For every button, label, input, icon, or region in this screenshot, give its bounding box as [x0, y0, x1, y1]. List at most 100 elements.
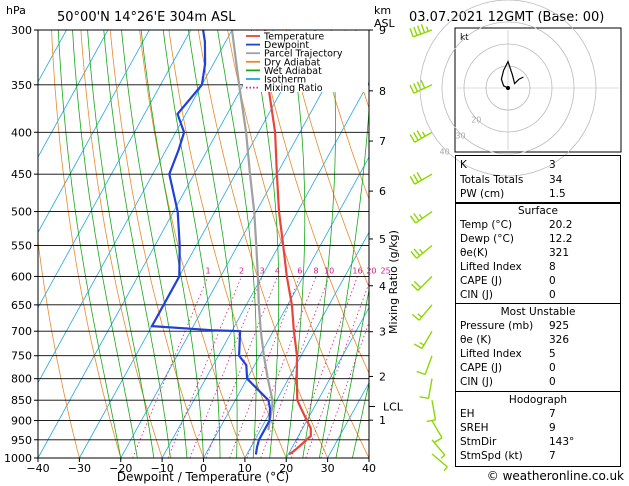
pressure-tick-label: 850 [11, 394, 32, 407]
mixing-ratio-line [260, 276, 330, 458]
most-unstable-title: Most Unstable [500, 306, 576, 318]
wind-barb-flag [409, 134, 416, 143]
wind-barb-half [421, 131, 426, 137]
legend-entry: Temperature [263, 32, 324, 43]
wind-barb-half [443, 466, 448, 472]
unstable-row: θe (K) 326 [456, 333, 620, 347]
unstable-label: CIN (J) [460, 376, 493, 388]
unstable-label: Lifted Index [460, 348, 522, 360]
isotherm-line [244, 231, 369, 458]
hodograph-panel: Hodograph EH 7 SREH 9 StmDir 143° StmSpd (k… [455, 391, 621, 467]
km-tick-label: 7 [379, 135, 386, 148]
pressure-tick-label: 300 [11, 24, 32, 37]
pressure-tick-label: 500 [11, 206, 32, 219]
temp-tick-label: 10 [238, 462, 252, 475]
surface-label: Dewp (°C) [460, 233, 514, 245]
index-label: K [460, 159, 467, 171]
wind-barb-shaft [414, 131, 433, 143]
pressure-tick-label: 1000 [4, 452, 32, 465]
wind-barb-shaft [427, 378, 433, 399]
wind-barb-flag [411, 313, 420, 321]
unstable-label: Pressure (mb) [460, 320, 534, 332]
isotherm-line [285, 306, 369, 458]
mixing-ratio-label: 4 [275, 266, 280, 275]
surface-row: CIN (J) 0 [456, 288, 620, 302]
pressure-tick-label: 550 [11, 239, 32, 252]
mixing-ratio-label: 25 [381, 266, 391, 275]
surface-row: Lifted Index 8 [456, 260, 620, 274]
most-unstable-panel: Most Unstable Pressure (mb) 925 θe (K) 326… [455, 303, 621, 392]
wind-barb-shaft [424, 355, 433, 375]
temp-tick-label: 30 [321, 462, 335, 475]
mixing-ratio-label: 1 [205, 266, 210, 275]
unstable-value: 326 [549, 334, 570, 346]
surface-row: θe(K) 321 [456, 246, 620, 260]
hodo-value: 7 [549, 408, 556, 420]
wind-barb-flag [416, 171, 423, 181]
wind-barb-flag [420, 79, 426, 89]
temp-tick-label: −20 [109, 462, 132, 475]
hodograph-ring-label: 20 [471, 116, 481, 125]
surface-value: 321 [549, 247, 570, 259]
wind-barb-shaft [431, 453, 448, 468]
hpa-label: hPa [6, 4, 26, 17]
surface-title: Surface [517, 205, 558, 217]
unstable-row: Lifted Index 5 [456, 347, 620, 361]
wind-barb-flag [420, 24, 426, 33]
legend-box [243, 31, 368, 92]
hodo-label: StmSpd (kt) [460, 450, 523, 462]
wind-barb-flag [413, 173, 419, 183]
isotherm-line [203, 156, 369, 458]
hodo-value: 7 [549, 450, 556, 462]
surface-label: CAPE (J) [460, 275, 503, 287]
wet-adiabat-line [352, 380, 369, 458]
surface-row: Dewp (°C) 12.2 [456, 232, 620, 246]
wind-barb-shaft [418, 304, 433, 321]
wind-barb-shaft [431, 439, 446, 456]
surface-value: 20.2 [549, 219, 573, 231]
pressure-axis: 300 350 400 450 500 550 600 650 700 750 800 850 900 9… [4, 24, 38, 465]
isotherm-line [38, 30, 67, 83]
isotherm-line [161, 80, 369, 458]
surface-label: Lifted Index [460, 261, 522, 273]
mixing-ratio-line [305, 281, 369, 458]
dry-adiabat-line [285, 30, 369, 289]
unstable-value: 0 [549, 362, 556, 374]
surface-label: CIN (J) [460, 289, 493, 301]
pressure-tick-label: 400 [11, 126, 32, 139]
plot-frame [37, 29, 370, 459]
wind-barb-flag [413, 343, 423, 350]
lcl-label: LCL [383, 400, 404, 413]
mixing-ratio-line [167, 276, 242, 458]
hodograph-title: Hodograph [508, 394, 568, 406]
unstable-label: CAPE (J) [460, 362, 503, 374]
wind-barb-shaft [416, 244, 433, 259]
wind-barb-shaft [421, 330, 433, 349]
dry-adiabat-line [315, 30, 369, 201]
mixing-ratio-label: 10 [324, 266, 334, 275]
mixing-ratio-label: 6 [297, 266, 302, 275]
pressure-tick-label: 700 [11, 325, 32, 338]
surface-value: 0 [549, 289, 556, 301]
wind-barb-flag [409, 84, 415, 94]
mixing-ratio-label: 3 [260, 266, 265, 275]
km-tick-label: 3 [379, 326, 386, 339]
temp-tick-label: −10 [151, 462, 174, 475]
unstable-row: CIN (J) 0 [456, 375, 620, 389]
isotherm-line [79, 30, 316, 458]
wind-barb-flag [416, 25, 422, 35]
mixing-ratio-labels: 1 2 3 4 6 8 10 16 20 25 [205, 266, 390, 275]
surface-panel: Surface Temp (°C) 20.2 Dewp (°C) 12.2 θe(K… [455, 202, 621, 304]
datetime-title: 03.07.2021 12GMT (Base: 00) [409, 10, 604, 25]
temperature-axis: −40 −30 −20 −10 0 10 20 30 40 [26, 458, 376, 475]
surface-label: Temp (°C) [460, 219, 513, 231]
isotherm-line [38, 30, 274, 458]
wind-barb-flag [426, 419, 436, 423]
wet-adiabat-line [285, 30, 306, 458]
km-tick-label: 6 [379, 185, 386, 198]
wind-barb-flag [413, 132, 419, 141]
index-row: Totals Totals 34 [456, 173, 620, 187]
